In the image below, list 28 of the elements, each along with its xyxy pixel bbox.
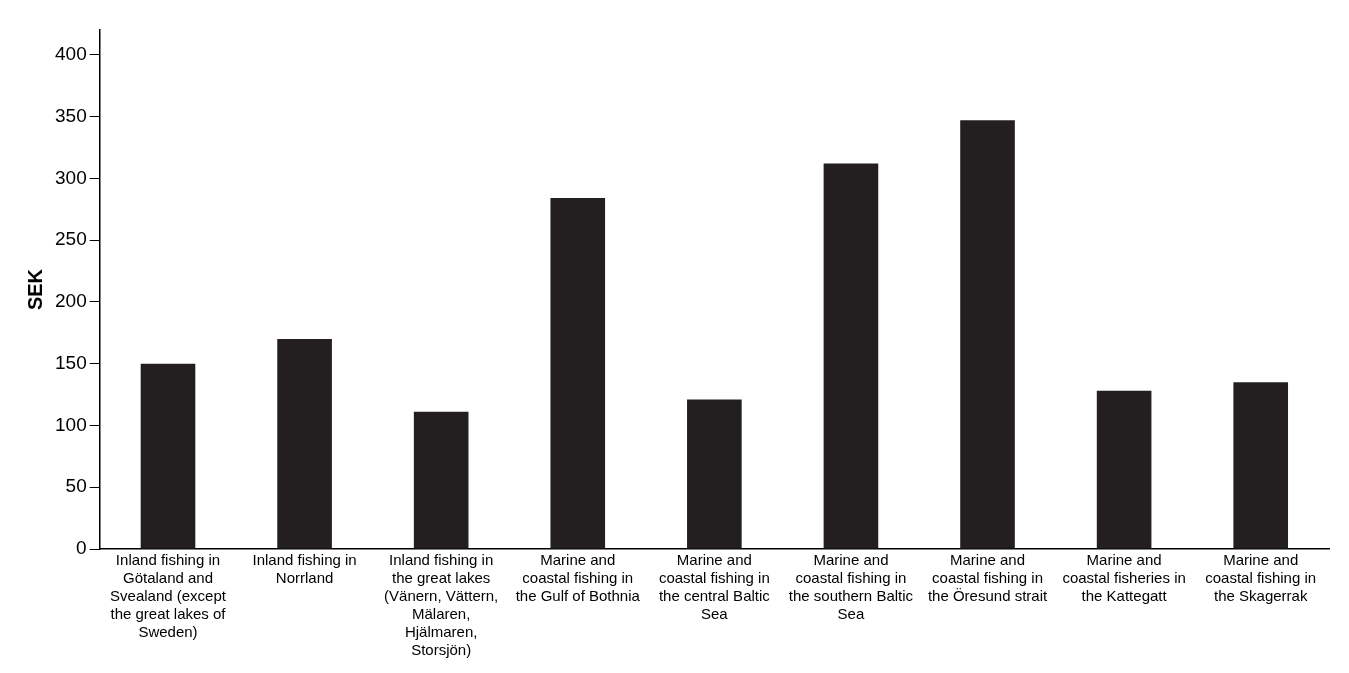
x-tick-label: Marine and coastal fisheries in the Kattegatt bbox=[1062, 551, 1186, 605]
x-tick-label: Inland fishing in Norrland bbox=[252, 551, 357, 587]
bar bbox=[1233, 382, 1289, 549]
y-tick-label: 100 bbox=[55, 413, 87, 435]
x-tick-label: Marine and coastal fishing in the southern Baltic Sea bbox=[788, 551, 914, 623]
y-tick-label: 300 bbox=[55, 166, 87, 188]
bar bbox=[413, 411, 469, 549]
bar bbox=[1096, 390, 1152, 549]
x-tick-label: Marine and coastal fishing in the Gulf of Bothnia bbox=[515, 551, 641, 605]
y-tick-label: 0 bbox=[76, 537, 87, 559]
y-tick-label: 200 bbox=[55, 290, 87, 312]
x-tick-label: Inland fishing in the great lakes (Vänern, Vättern, Mälaren, Hjälmaren, Storsjön) bbox=[384, 551, 499, 659]
y-tick-label: 350 bbox=[55, 104, 87, 126]
y-tick-label: 50 bbox=[65, 475, 87, 497]
bar bbox=[687, 399, 742, 549]
bar bbox=[550, 198, 606, 549]
y-tick-label: 400 bbox=[55, 42, 87, 64]
y-tick-label: 150 bbox=[55, 351, 87, 373]
bar bbox=[277, 338, 332, 549]
x-tick-label: Marine and coastal fishing in the Skagerrak bbox=[1205, 551, 1317, 605]
x-tick-label: Marine and coastal fishing in the central Baltic Sea bbox=[658, 551, 771, 623]
bar bbox=[960, 120, 1015, 549]
x-tick-label: Inland fishing in Götaland and Svealand (except the great lakes of Sweden) bbox=[110, 551, 227, 641]
y-tick-label: 250 bbox=[55, 228, 87, 250]
x-tick-label: Marine and coastal fishing in the Öresund strait bbox=[927, 551, 1048, 605]
bar bbox=[140, 363, 196, 549]
bar bbox=[823, 163, 879, 549]
y-axis-title: SEK bbox=[23, 268, 46, 311]
